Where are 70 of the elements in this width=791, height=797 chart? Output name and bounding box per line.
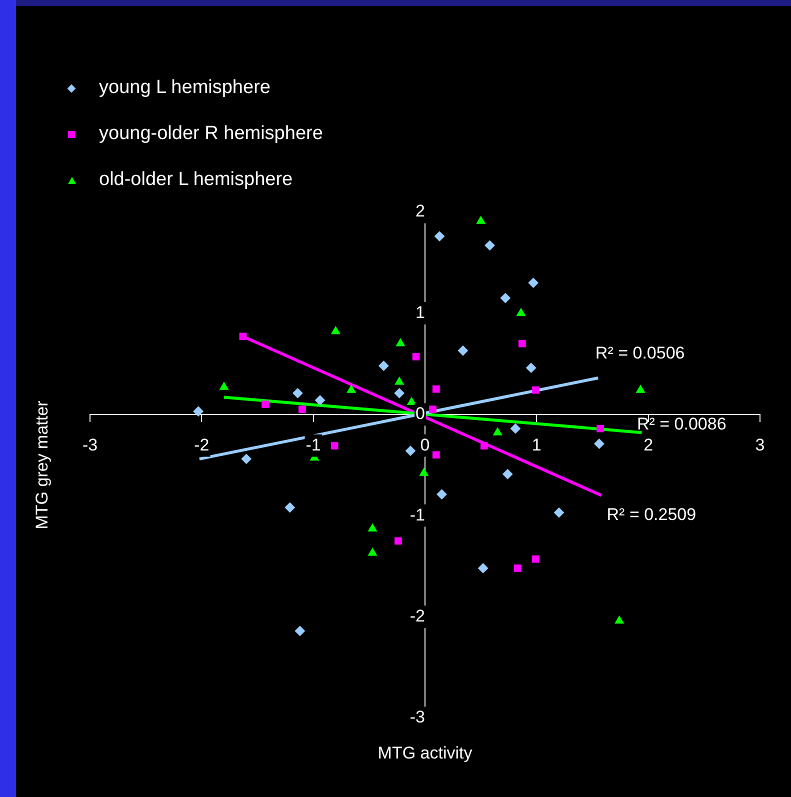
x-tick-label: 3 bbox=[755, 435, 765, 454]
point bbox=[480, 442, 488, 450]
point bbox=[193, 406, 204, 416]
point bbox=[526, 362, 536, 373]
x-tick-label: -3 bbox=[82, 435, 98, 454]
legend-label: young-older R hemisphere bbox=[99, 123, 323, 145]
point bbox=[239, 332, 247, 340]
point bbox=[378, 360, 389, 371]
point bbox=[432, 451, 440, 459]
point bbox=[315, 395, 326, 406]
point bbox=[434, 231, 445, 242]
point bbox=[262, 400, 269, 408]
point bbox=[368, 548, 377, 556]
point bbox=[484, 240, 495, 250]
x-tick-label: 1 bbox=[532, 435, 542, 454]
point bbox=[331, 326, 340, 334]
point bbox=[532, 555, 540, 563]
x-tick-label: -1 bbox=[306, 435, 321, 454]
point bbox=[518, 340, 526, 348]
legend-label: old-older L hemisphere bbox=[99, 169, 293, 191]
point bbox=[458, 346, 468, 356]
point bbox=[516, 308, 526, 316]
point bbox=[554, 508, 564, 518]
x-tick-label: -2 bbox=[194, 435, 210, 454]
point bbox=[298, 406, 306, 414]
annotation: R² = 0.2509 bbox=[606, 505, 696, 524]
point bbox=[419, 468, 428, 476]
y-tick-label: 2 bbox=[416, 202, 425, 221]
point bbox=[502, 469, 513, 480]
y-tick-label: 0 bbox=[416, 404, 425, 424]
point bbox=[478, 563, 488, 574]
point bbox=[532, 386, 540, 394]
point bbox=[614, 616, 624, 624]
point bbox=[412, 353, 420, 360]
point bbox=[368, 524, 377, 532]
point bbox=[407, 397, 416, 406]
y-axis-title: MTG grey matter bbox=[32, 400, 52, 530]
point bbox=[394, 377, 404, 385]
point bbox=[346, 385, 356, 393]
y-tick-label: -1 bbox=[410, 505, 425, 524]
point bbox=[292, 388, 303, 398]
point bbox=[594, 438, 604, 449]
point bbox=[476, 216, 486, 224]
x-axis-title: MTG activity bbox=[378, 744, 473, 763]
annotation: R² = 0.0086 bbox=[636, 414, 726, 434]
point bbox=[429, 406, 436, 414]
point bbox=[510, 424, 520, 434]
legend-label: young L hemisphere bbox=[99, 77, 270, 99]
y-tick-label: -2 bbox=[410, 606, 425, 626]
annotation: R² = 0.0506 bbox=[595, 344, 685, 363]
x-tick-label: 2 bbox=[644, 435, 654, 454]
point bbox=[493, 428, 502, 436]
point bbox=[294, 626, 305, 636]
point bbox=[500, 293, 510, 304]
point bbox=[394, 537, 402, 545]
point bbox=[432, 385, 440, 393]
y-tick-label: -3 bbox=[410, 708, 425, 727]
point bbox=[636, 385, 645, 393]
point bbox=[405, 446, 416, 456]
point bbox=[241, 454, 252, 464]
point bbox=[596, 424, 604, 432]
point bbox=[436, 489, 447, 500]
point bbox=[396, 338, 405, 346]
point bbox=[394, 388, 404, 398]
point bbox=[330, 442, 338, 450]
y-tick-label: 1 bbox=[416, 302, 425, 322]
point bbox=[514, 564, 522, 572]
point bbox=[220, 382, 228, 390]
point bbox=[284, 502, 295, 513]
point bbox=[528, 278, 538, 288]
